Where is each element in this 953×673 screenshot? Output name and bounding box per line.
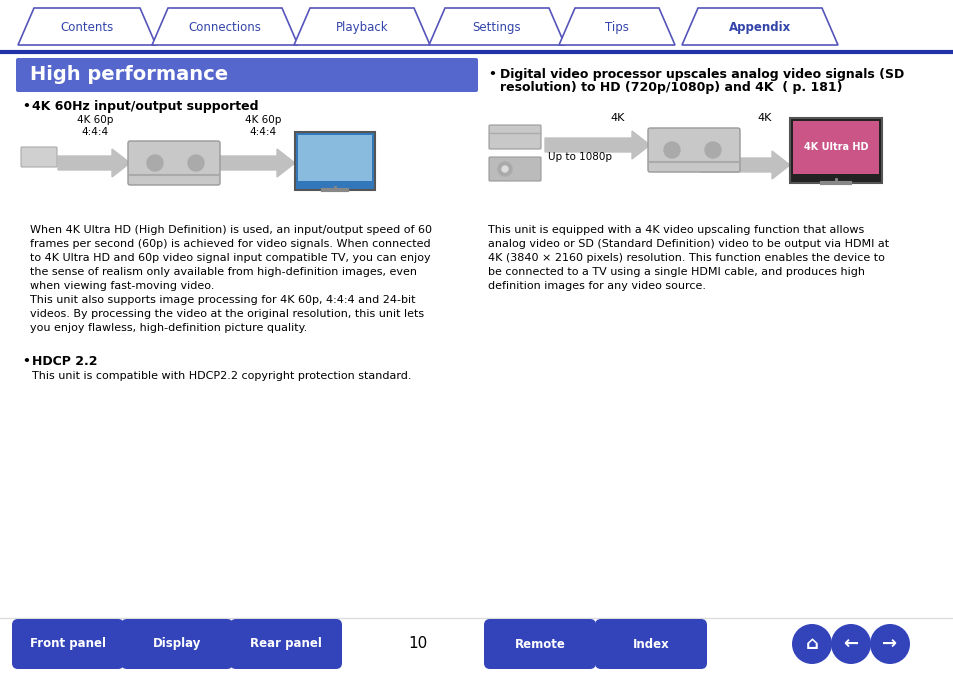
Polygon shape [218, 149, 294, 177]
Text: Appendix: Appendix [728, 21, 790, 34]
Polygon shape [544, 131, 649, 159]
Polygon shape [294, 8, 430, 45]
Text: Tips: Tips [604, 21, 628, 34]
Text: Settings: Settings [472, 21, 520, 34]
Text: Front panel: Front panel [30, 637, 106, 651]
Text: ⌂: ⌂ [804, 635, 818, 653]
FancyBboxPatch shape [489, 157, 540, 181]
Text: →: → [882, 635, 897, 653]
FancyBboxPatch shape [595, 619, 706, 669]
FancyBboxPatch shape [12, 619, 124, 669]
Text: Connections: Connections [189, 21, 261, 34]
Text: HDCP 2.2: HDCP 2.2 [32, 355, 97, 368]
FancyBboxPatch shape [792, 121, 878, 174]
Text: •: • [488, 68, 496, 81]
Circle shape [497, 162, 512, 176]
Text: Playback: Playback [335, 21, 388, 34]
Circle shape [830, 624, 870, 664]
Circle shape [147, 155, 163, 171]
Circle shape [869, 624, 909, 664]
Text: Up to 1080p: Up to 1080p [547, 152, 612, 162]
Text: 4K: 4K [610, 113, 624, 123]
Text: When 4K Ultra HD (High Definition) is used, an input/output speed of 60
frames p: When 4K Ultra HD (High Definition) is us… [30, 225, 432, 333]
FancyBboxPatch shape [647, 128, 740, 172]
FancyBboxPatch shape [789, 118, 882, 183]
FancyBboxPatch shape [21, 147, 57, 167]
Circle shape [704, 142, 720, 158]
FancyBboxPatch shape [294, 132, 375, 190]
Text: resolution) to HD (720p/1080p) and 4K  ( p. 181): resolution) to HD (720p/1080p) and 4K ( … [499, 81, 841, 94]
Text: Index: Index [632, 637, 669, 651]
Text: Rear panel: Rear panel [250, 637, 321, 651]
Circle shape [791, 624, 831, 664]
Text: High performance: High performance [30, 65, 228, 85]
Circle shape [501, 166, 507, 172]
Text: 4K: 4K [757, 113, 771, 123]
Circle shape [188, 155, 204, 171]
Text: Digital video processor upscales analog video signals (SD: Digital video processor upscales analog … [499, 68, 903, 81]
Polygon shape [700, 151, 789, 179]
FancyBboxPatch shape [16, 58, 477, 92]
Text: ←: ← [842, 635, 858, 653]
Text: 4K 60p
4:4:4: 4K 60p 4:4:4 [77, 115, 113, 137]
Circle shape [663, 142, 679, 158]
FancyBboxPatch shape [297, 135, 372, 181]
Polygon shape [58, 149, 130, 177]
Text: Contents: Contents [60, 21, 113, 34]
FancyBboxPatch shape [483, 619, 596, 669]
FancyBboxPatch shape [230, 619, 341, 669]
Polygon shape [429, 8, 564, 45]
Polygon shape [558, 8, 675, 45]
FancyBboxPatch shape [489, 125, 540, 149]
Polygon shape [152, 8, 297, 45]
Text: This unit is compatible with HDCP2.2 copyright protection standard.: This unit is compatible with HDCP2.2 cop… [32, 371, 411, 381]
Polygon shape [18, 8, 156, 45]
Polygon shape [681, 8, 837, 45]
FancyBboxPatch shape [128, 141, 220, 185]
Text: 10: 10 [408, 637, 427, 651]
Text: 4K Ultra HD: 4K Ultra HD [803, 143, 867, 153]
FancyBboxPatch shape [121, 619, 233, 669]
Text: 4K 60Hz input/output supported: 4K 60Hz input/output supported [32, 100, 258, 113]
Text: Display: Display [152, 637, 201, 651]
Text: 4K
Up scaling: 4K Up scaling [791, 138, 845, 160]
Text: 4K 60p
4:4:4: 4K 60p 4:4:4 [245, 115, 281, 137]
Text: •: • [22, 355, 30, 368]
Text: Remote: Remote [514, 637, 565, 651]
Text: This unit is equipped with a 4K video upscaling function that allows
analog vide: This unit is equipped with a 4K video up… [488, 225, 888, 291]
Text: •: • [22, 100, 30, 113]
